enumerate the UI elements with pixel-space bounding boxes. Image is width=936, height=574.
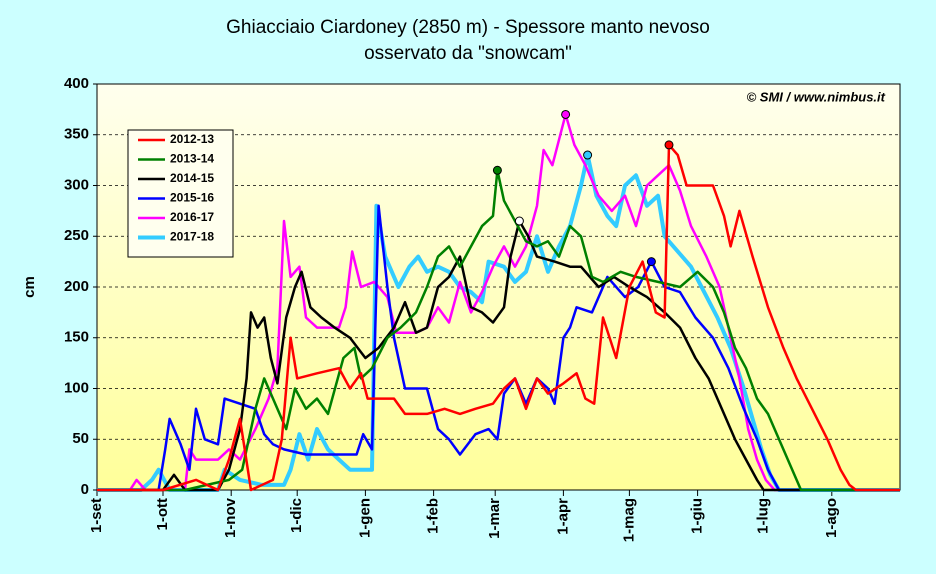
x-tick-label: 1-mag: [620, 498, 637, 542]
x-tick-label: 1-dic: [288, 498, 305, 533]
y-tick-label: 100: [64, 379, 89, 396]
y-tick-label: 250: [64, 227, 89, 244]
y-tick-label: 0: [81, 481, 89, 498]
legend-label: 2014-15: [170, 171, 214, 185]
y-axis-label: cm: [21, 276, 38, 298]
y-tick-label: 50: [72, 430, 89, 447]
legend-label: 2016-17: [170, 210, 214, 224]
series-line: [97, 169, 900, 492]
chart-title: Ghiacciaio Ciardoney (2850 m) - Spessore…: [226, 17, 710, 38]
legend-label: 2017-18: [170, 230, 214, 244]
x-tick-label: 1-lug: [755, 498, 772, 534]
x-tick-label: 1-gen: [356, 498, 373, 538]
series-line: [97, 219, 900, 492]
y-tick-label: 300: [64, 176, 89, 193]
x-tick-label: 1-feb: [425, 498, 442, 534]
x-tick-label: 1-giu: [689, 498, 706, 534]
x-tick-label: 1-ago: [823, 498, 840, 538]
peak-marker: [561, 109, 571, 119]
peak-marker: [492, 165, 502, 175]
y-tick-label: 400: [64, 75, 89, 92]
legend-label: 2015-16: [170, 191, 214, 205]
x-tick-label: 1-mar: [486, 498, 503, 539]
series-line: [97, 113, 900, 492]
peak-marker: [514, 216, 524, 226]
x-tick-label: 1-ott: [154, 498, 171, 531]
legend-label: 2013-14: [170, 152, 214, 166]
series-line: [97, 143, 900, 492]
x-tick-label: 1-nov: [222, 497, 239, 538]
peak-marker: [646, 257, 656, 267]
peak-marker: [583, 150, 593, 160]
y-tick-label: 200: [64, 278, 89, 295]
x-tick-label: 1-apr: [554, 498, 571, 535]
legend-label: 2012-13: [170, 132, 214, 146]
y-tick-label: 150: [64, 329, 89, 346]
credit: © SMI / www.nimbus.it: [747, 89, 886, 104]
chart-title: osservato da "snowcam": [364, 43, 572, 64]
x-tick-label: 1-set: [88, 498, 105, 533]
peak-marker: [664, 140, 674, 150]
y-tick-label: 350: [64, 126, 89, 143]
